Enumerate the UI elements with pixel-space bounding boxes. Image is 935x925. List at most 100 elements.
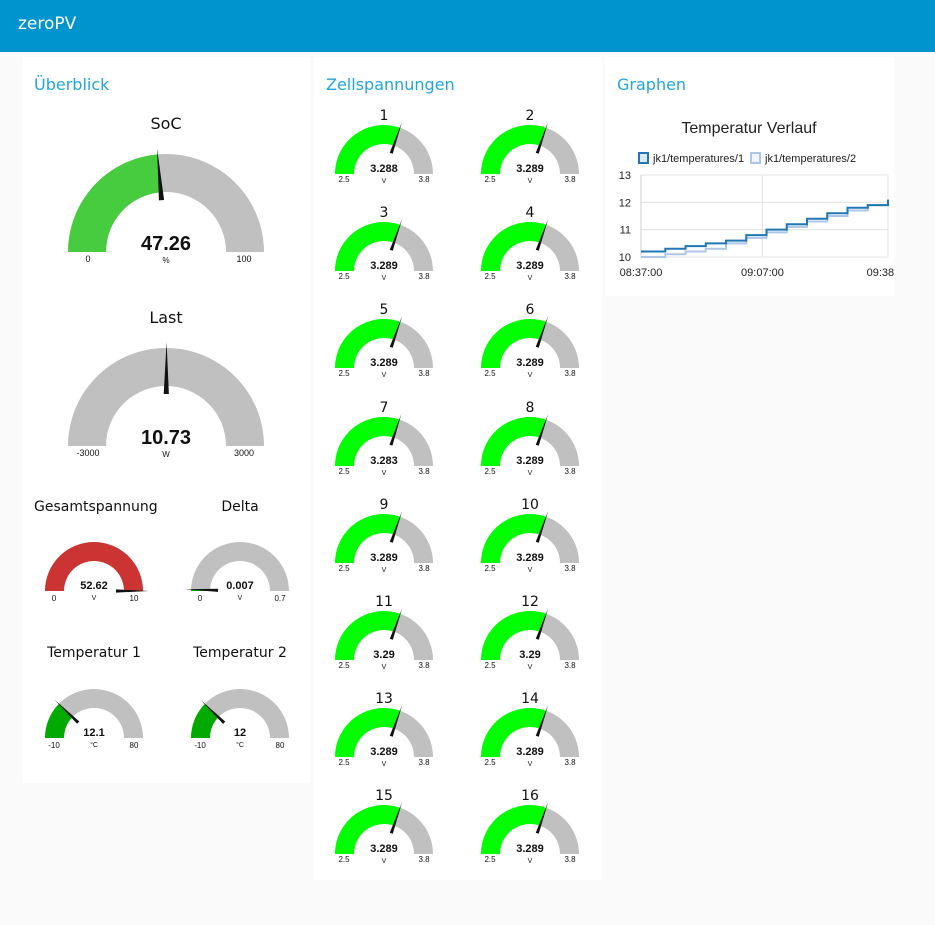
app-title: zeroPV — [18, 14, 77, 34]
gauge-temp1-svg: 12.1 °C -10 80 — [45, 689, 143, 750]
panel-title-overview: Überblick — [34, 75, 110, 94]
gauge-load-max-label: 3000 — [234, 448, 254, 458]
cell-gauge-label: 11 — [375, 594, 393, 610]
cell-gauge-6-min-label: 2.5 — [484, 369, 496, 378]
gauge-delta-min-label: 0 — [198, 594, 203, 603]
gauge-soc-svg: 47.26% 0 100 — [68, 148, 264, 265]
gauge-temp2-min-label: -10 — [194, 741, 206, 750]
cell-gauge-4-needle — [535, 219, 549, 251]
legend-swatch-1[interactable] — [638, 152, 649, 164]
cell-gauge-4-fill — [481, 222, 547, 272]
cell-gauge-7-fill — [335, 416, 400, 466]
cell-gauge-svg: 3.289 V 2.5 3.8 — [481, 122, 579, 185]
gauge-delta-value: 0.007 — [226, 580, 254, 592]
cell-gauge-svg: 3.289 V 2.5 3.8 — [335, 802, 433, 865]
y-tick-label: 10 — [619, 252, 631, 264]
gauge-total-voltage-value: 52.62 — [80, 580, 108, 592]
cell-gauge-9-unit: V — [382, 567, 387, 574]
gauge-load: Last 10.73 W -3000 3000 — [66, 306, 266, 466]
cell-gauge-svg: 3.289 V 2.5 3.8 — [481, 413, 579, 477]
cell-gauge-5-max-label: 3.8 — [418, 369, 430, 378]
gauge-total-voltage-fill — [45, 542, 143, 591]
cell-gauge-label: 3 — [379, 205, 389, 222]
cell-gauge-15: 15 3.289 V 2.5 3.8 — [324, 787, 444, 882]
gauge-total-voltage: Gesamtspannung 52.62 V 0 10 — [34, 497, 158, 617]
gauge-temp2-label: Temperatur 2 — [193, 645, 287, 661]
cell-gauge-12-min-label: 2.5 — [484, 661, 496, 670]
cell-gauge-3-needle — [389, 219, 403, 251]
cell-gauge-svg: 3.289 V 2.5 3.8 — [481, 510, 579, 574]
gauge-temp1-min-label: -10 — [48, 741, 60, 750]
cell-gauge-3-min-label: 2.5 — [338, 272, 350, 281]
cell-gauge-16-min-label: 2.5 — [484, 855, 496, 864]
gauge-soc-max-label: 100 — [236, 254, 251, 264]
cell-gauge-11-value: 3.29 — [373, 649, 394, 661]
cell-gauge-svg: 3.289 V 2.5 3.8 — [335, 705, 433, 768]
cell-gauge-11-unit: V — [382, 664, 387, 671]
gauge-temp2-track — [191, 689, 289, 738]
cell-gauge-12-value: 3.29 — [519, 649, 540, 661]
cell-gauge-1-fill — [335, 124, 401, 174]
gauge-delta-label: Delta — [221, 499, 259, 515]
cell-gauge-16-fill — [481, 805, 547, 855]
x-tick-label: 08:37:00 — [620, 267, 663, 279]
cell-gauge-7-max-label: 3.8 — [418, 467, 430, 476]
cell-gauge-10-needle — [535, 510, 549, 543]
cell-gauge-14-value: 3.289 — [516, 746, 544, 758]
cell-gauge-9: 9 3.289 V 2.5 3.8 — [324, 496, 444, 591]
legend-swatch-2[interactable] — [750, 152, 761, 164]
cell-gauge-1-unit: V — [382, 178, 387, 185]
gauge-temp1-value: 12.1 — [83, 727, 104, 739]
cell-gauge-2-unit: V — [528, 178, 533, 185]
cell-gauge-13-value: 3.289 — [370, 746, 398, 758]
gauge-delta-max-label: 0.7 — [274, 594, 286, 603]
cell-gauge-2: 2 3.289 V 2.5 3.8 — [470, 107, 590, 202]
cell-gauge-svg: 3.288 V 2.5 3.8 — [335, 122, 433, 185]
cell-gauge-15-unit: V — [382, 858, 387, 865]
legend-label-1[interactable]: jk1/temperatures/1 — [652, 153, 744, 165]
cell-gauge-14-needle — [535, 705, 549, 737]
cell-gauge-5-value: 3.289 — [370, 357, 398, 369]
cell-gauge-10: 10 3.289 V 2.5 3.8 — [470, 496, 590, 591]
cell-gauge-12-unit: V — [528, 664, 533, 671]
cell-gauge-svg: 3.29 V 2.5 3.8 — [481, 608, 579, 671]
cell-gauge-14: 14 3.289 V 2.5 3.8 — [470, 690, 590, 785]
cell-gauge-15-max-label: 3.8 — [418, 855, 430, 864]
cell-gauge-16: 16 3.289 V 2.5 3.8 — [470, 787, 590, 882]
gauge-temp2-needle — [200, 699, 226, 724]
gauge-total-voltage-svg: 52.62 V 0 10 — [45, 542, 149, 603]
cell-gauge-15-value: 3.289 — [370, 843, 398, 855]
gauge-temp1-track — [45, 689, 143, 738]
x-tick-label: 09:07:00 — [741, 267, 784, 279]
cell-gauge-16-max-label: 3.8 — [564, 855, 576, 864]
y-tick-label: 11 — [620, 225, 631, 237]
cell-gauge-1-max-label: 3.8 — [418, 175, 430, 184]
cell-gauge-label: 16 — [521, 788, 539, 805]
gauge-temp1-fill — [45, 703, 73, 738]
cell-gauge-3-value: 3.289 — [370, 260, 398, 272]
legend-label-2[interactable]: jk1/temperatures/2 — [764, 153, 856, 165]
cell-gauge-4: 4 3.289 V 2.5 3.8 — [470, 204, 590, 299]
x-tick-label: 09:38:00 — [867, 267, 894, 279]
gauge-total-voltage-max-label: 10 — [130, 594, 139, 603]
y-tick-label: 12 — [619, 197, 631, 209]
cell-gauge-svg: 3.283 V 2.5 3.8 — [335, 413, 433, 477]
cell-gauge-3-max-label: 3.8 — [418, 272, 430, 281]
gauge-soc: SoC 47.26% 0 100 — [66, 112, 266, 272]
cell-gauge-label: 6 — [525, 302, 535, 319]
cell-gauge-13-max-label: 3.8 — [418, 758, 430, 767]
cell-gauge-9-fill — [335, 513, 401, 563]
cell-gauge-13: 13 3.289 V 2.5 3.8 — [324, 690, 444, 785]
cell-gauge-13-unit: V — [382, 761, 387, 768]
gauge-load-min-label: -3000 — [76, 448, 99, 458]
cell-gauge-15-needle — [389, 802, 403, 835]
cell-gauge-3-fill — [335, 222, 401, 272]
cell-gauge-7-min-label: 2.5 — [338, 467, 350, 476]
cell-gauge-5-fill — [335, 319, 401, 369]
gauge-load-svg: 10.73W -3000 3000 — [68, 342, 264, 459]
cell-gauge-7-value: 3.283 — [370, 455, 398, 467]
gauge-soc-min-label: 0 — [85, 254, 90, 264]
cell-gauge-12: 12 3.29 V 2.5 3.8 — [470, 593, 590, 688]
gauge-temp1-label: Temperatur 1 — [47, 645, 141, 661]
gauge-soc-label: SoC — [150, 114, 182, 133]
